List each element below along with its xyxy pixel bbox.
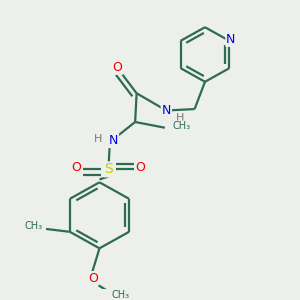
- Text: N: N: [162, 104, 171, 117]
- Text: CH₃: CH₃: [172, 121, 190, 131]
- Text: O: O: [72, 161, 82, 174]
- Text: CH₃: CH₃: [25, 221, 43, 231]
- Text: N: N: [226, 33, 236, 46]
- Text: O: O: [135, 161, 145, 174]
- Text: S: S: [104, 162, 113, 176]
- Text: CH₃: CH₃: [111, 290, 130, 300]
- Text: N: N: [109, 134, 118, 147]
- Text: H: H: [94, 134, 102, 144]
- Text: O: O: [88, 272, 98, 285]
- Text: H: H: [176, 113, 184, 123]
- Text: O: O: [112, 61, 122, 74]
